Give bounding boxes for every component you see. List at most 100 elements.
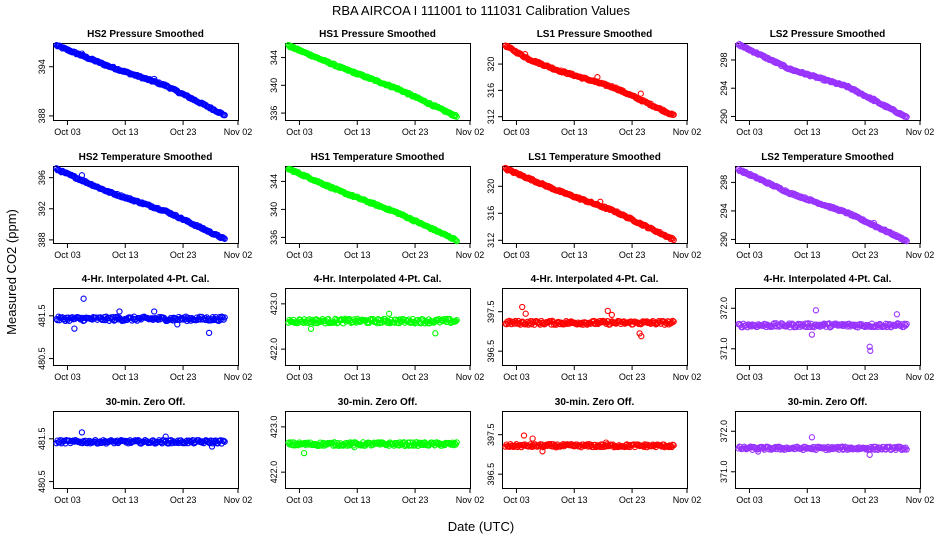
x-tick-label: Oct 23 bbox=[852, 495, 879, 505]
x-tick-label: Oct 13 bbox=[794, 250, 821, 260]
series-points bbox=[735, 307, 910, 354]
panel-13: 30-min. Zero Off. Oct 03 Oct 13 Oct 23 Nov 0… bbox=[37, 397, 252, 505]
data-point bbox=[669, 235, 676, 242]
series-points bbox=[53, 165, 228, 242]
plot-frame bbox=[53, 43, 239, 121]
x-tick-label: Nov 02 bbox=[906, 495, 935, 505]
data-point bbox=[669, 317, 676, 325]
x-tick-label: Nov 02 bbox=[673, 127, 702, 137]
plot-frame bbox=[285, 166, 471, 244]
x-tick-label: Oct 03 bbox=[54, 250, 81, 260]
panel-1: HS2 Pressure Smoothed Oct 03 Oct 13 Oct 23 N… bbox=[37, 29, 252, 137]
y-tick-label: 394 bbox=[37, 59, 47, 74]
x-tick-label: Oct 03 bbox=[503, 127, 530, 137]
panel-16: 30-min. Zero Off. Oct 03 Oct 13 Oct 23 Nov 0… bbox=[719, 397, 934, 505]
data-point-outlier bbox=[351, 444, 358, 451]
x-tick-label: Nov 02 bbox=[456, 127, 485, 137]
panel-title: 4-Hr. Interpolated 4-Pt. Cal. bbox=[314, 274, 442, 285]
y-tick-label: 344 bbox=[269, 174, 279, 189]
y-tick-label: 298 bbox=[719, 175, 729, 190]
series-points bbox=[735, 41, 910, 121]
y-tick-label: 481.5 bbox=[37, 305, 47, 328]
x-tick-label: Nov 02 bbox=[224, 372, 253, 382]
x-tick-label: Oct 13 bbox=[344, 372, 371, 382]
panel-6: HS1 Temperature Smoothed Oct 03 Oct 13 Oct … bbox=[269, 152, 484, 260]
plot-frame bbox=[285, 43, 471, 121]
y-tick-label: 340 bbox=[269, 202, 279, 217]
y-tick-label: 372.0 bbox=[719, 297, 729, 320]
panels-grid: HS2 Pressure Smoothed Oct 03 Oct 13 Oct 23 N… bbox=[37, 29, 934, 505]
figure-title: RBA AIRCOA I 111001 to 111031 Calibratio… bbox=[332, 3, 630, 18]
data-point-outlier bbox=[78, 172, 86, 179]
plot-frame bbox=[502, 166, 688, 244]
panel-title: 4-Hr. Interpolated 4-Pt. Cal. bbox=[531, 274, 659, 285]
panel-title: 30-min. Zero Off. bbox=[788, 397, 868, 408]
y-tick-label: 480.5 bbox=[37, 470, 47, 493]
data-point-outlier bbox=[78, 429, 86, 436]
x-tick-label: Nov 02 bbox=[224, 127, 253, 137]
data-point bbox=[903, 237, 910, 245]
panel-title: 4-Hr. Interpolated 4-Pt. Cal. bbox=[82, 274, 210, 285]
x-tick-label: Nov 02 bbox=[224, 495, 253, 505]
y-tick-label: 397.5 bbox=[486, 300, 496, 323]
panel-title: HS1 Pressure Smoothed bbox=[319, 29, 436, 40]
x-tick-label: Oct 23 bbox=[852, 372, 879, 382]
y-tick-label: 320 bbox=[486, 57, 496, 72]
data-point-outlier bbox=[151, 308, 158, 315]
data-point-outlier bbox=[808, 331, 816, 338]
panel-8: LS2 Temperature Smoothed Oct 03 Oct 13 Oct … bbox=[719, 152, 934, 260]
data-point-outlier bbox=[870, 95, 877, 102]
data-point bbox=[763, 179, 770, 186]
x-tick-label: Oct 13 bbox=[561, 495, 588, 505]
y-tick-label: 344 bbox=[269, 50, 279, 65]
data-point bbox=[903, 320, 910, 328]
data-point-outlier bbox=[521, 51, 529, 58]
x-tick-label: Oct 13 bbox=[794, 127, 821, 137]
series-points bbox=[285, 439, 460, 457]
y-tick-label: 388 bbox=[37, 232, 47, 247]
x-tick-label: Oct 23 bbox=[619, 372, 646, 382]
series-points bbox=[53, 295, 228, 337]
panel-9: 4-Hr. Interpolated 4-Pt. Cal. Oct 03 Oct 1… bbox=[37, 274, 252, 382]
y-tick-label: 397.5 bbox=[486, 423, 496, 446]
y-tick-label: 312 bbox=[486, 109, 496, 124]
x-tick-label: Oct 03 bbox=[503, 495, 530, 505]
data-point-outlier bbox=[432, 330, 439, 337]
data-point bbox=[452, 317, 459, 325]
plot-frame bbox=[285, 288, 471, 366]
plot-frame bbox=[502, 43, 688, 121]
data-point bbox=[221, 111, 228, 119]
x-tick-label: Oct 03 bbox=[286, 127, 313, 137]
y-tick-label: 422.0 bbox=[269, 461, 279, 484]
x-tick-label: Oct 23 bbox=[852, 127, 879, 137]
y-tick-label: 423.0 bbox=[269, 293, 279, 316]
x-tick-label: Nov 02 bbox=[456, 372, 485, 382]
series-points bbox=[502, 303, 677, 340]
x-tick-label: Oct 23 bbox=[402, 127, 429, 137]
panel-title: HS1 Temperature Smoothed bbox=[311, 152, 445, 163]
panel-title: HS2 Pressure Smoothed bbox=[87, 29, 204, 40]
y-tick-label: 396.5 bbox=[486, 463, 496, 486]
x-tick-label: Oct 23 bbox=[619, 495, 646, 505]
x-tick-label: Oct 23 bbox=[852, 250, 879, 260]
x-tick-label: Oct 23 bbox=[619, 127, 646, 137]
x-tick-label: Nov 02 bbox=[456, 495, 485, 505]
data-point-outlier bbox=[162, 433, 169, 440]
data-point-outlier bbox=[602, 439, 610, 446]
panel-title: HS2 Temperature Smoothed bbox=[79, 152, 213, 163]
data-point-outlier bbox=[867, 347, 874, 354]
data-point-outlier bbox=[529, 435, 536, 442]
x-tick-label: Oct 03 bbox=[286, 250, 313, 260]
x-tick-label: Oct 13 bbox=[112, 250, 139, 260]
x-tick-label: Oct 13 bbox=[344, 250, 371, 260]
data-point-outlier bbox=[519, 303, 526, 311]
data-point-outlier bbox=[870, 219, 877, 227]
x-tick-label: Oct 13 bbox=[561, 127, 588, 137]
panel-title: 4-Hr. Interpolated 4-Pt. Cal. bbox=[764, 274, 892, 285]
x-tick-label: Oct 03 bbox=[736, 372, 763, 382]
x-tick-label: Oct 13 bbox=[112, 127, 139, 137]
x-tick-label: Oct 13 bbox=[344, 127, 371, 137]
x-tick-label: Oct 03 bbox=[503, 250, 530, 260]
series-points bbox=[53, 42, 228, 119]
